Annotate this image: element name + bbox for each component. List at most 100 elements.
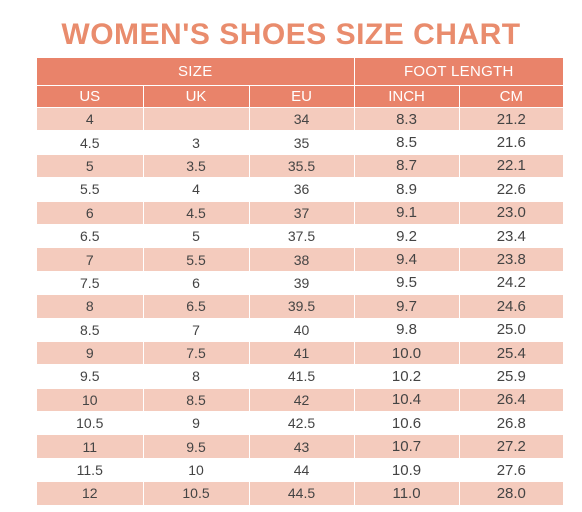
cell-inch: 9.4	[354, 247, 460, 272]
cell-us: 9	[37, 340, 144, 365]
column-header-eu: EU	[249, 85, 355, 108]
cell-cm: 21.2	[459, 106, 564, 131]
group-header-row: SIZE FOOT LENGTH	[37, 58, 564, 86]
cell-us: 8	[37, 294, 144, 319]
table-row: 11.5 10 44 10.9 27.6	[37, 457, 564, 482]
cell-us: 4	[37, 106, 144, 131]
cell-cm: 26.8	[459, 411, 564, 435]
cell-eu: 34	[249, 106, 355, 131]
cell-uk: 8.5	[143, 387, 250, 412]
cell-eu: 36	[249, 177, 355, 202]
table-row: 6 4.5 37 9.1 23.0	[37, 200, 564, 225]
column-header-inch: INCH	[354, 85, 460, 108]
table-row: 10 8.5 42 10.4 26.4	[37, 387, 564, 412]
cell-uk: 10.5	[143, 481, 250, 505]
cell-inch: 10.9	[354, 457, 460, 482]
cell-uk: 6	[143, 270, 250, 295]
cell-cm: 23.4	[459, 223, 564, 248]
cell-us: 4.5	[37, 130, 144, 155]
cell-eu: 39.5	[249, 294, 355, 319]
cell-uk: 5	[143, 223, 250, 248]
table-row: 5 3.5 35.5 8.7 22.1	[37, 153, 564, 178]
cell-us: 5	[37, 153, 144, 178]
cell-uk: 3	[143, 130, 250, 155]
cell-inch: 8.5	[354, 130, 460, 155]
cell-cm: 23.0	[459, 200, 564, 225]
cell-us: 6	[37, 200, 144, 225]
cell-inch: 11.0	[354, 481, 460, 505]
cell-eu: 39	[249, 270, 355, 295]
cell-inch: 10.0	[354, 340, 460, 365]
cell-uk: 4.5	[143, 200, 250, 225]
cell-cm: 26.4	[459, 387, 564, 412]
cell-us: 10	[37, 387, 144, 412]
cell-us: 9.5	[37, 364, 144, 389]
group-header-foot-length: FOOT LENGTH	[354, 58, 564, 86]
cell-us: 10.5	[37, 411, 144, 435]
cell-uk: 6.5	[143, 294, 250, 319]
cell-uk	[143, 106, 250, 131]
cell-cm: 27.2	[459, 434, 564, 459]
table-row: 8 6.5 39.5 9.7 24.6	[37, 294, 564, 319]
cell-inch: 10.2	[354, 364, 460, 389]
cell-inch: 8.7	[354, 153, 460, 178]
cell-eu: 44	[249, 457, 355, 482]
column-header-uk: UK	[143, 85, 250, 108]
size-chart-body: 4 34 8.3 21.2 4.5 3 35 8.5 21.6 5 3.5 35.5 8.7 22.1 5.…	[37, 106, 564, 505]
cell-uk: 9	[143, 411, 250, 435]
table-row: 8.5 7 40 9.8 25.0	[37, 317, 564, 342]
cell-cm: 22.6	[459, 177, 564, 202]
cell-cm: 24.2	[459, 270, 564, 295]
cell-uk: 10	[143, 457, 250, 482]
table-row: 7.5 6 39 9.5 24.2	[37, 270, 564, 295]
cell-eu: 37	[249, 200, 355, 225]
cell-eu: 41.5	[249, 364, 355, 389]
cell-uk: 5.5	[143, 247, 250, 272]
cell-uk: 4	[143, 177, 250, 202]
cell-us: 8.5	[37, 317, 144, 342]
cell-cm: 24.6	[459, 294, 564, 319]
group-header-size: SIZE	[37, 58, 355, 86]
page-title: WOMEN'S SHOES SIZE CHART	[61, 18, 521, 51]
cell-us: 7.5	[37, 270, 144, 295]
table-row: 10.5 9 42.5 10.6 26.8	[37, 411, 564, 435]
cell-us: 12	[37, 481, 144, 505]
table-row: 6.5 5 37.5 9.2 23.4	[37, 223, 564, 248]
cell-uk: 7	[143, 317, 250, 342]
table-row: 7 5.5 38 9.4 23.8	[37, 247, 564, 272]
cell-inch: 9.1	[354, 200, 460, 225]
cell-inch: 9.5	[354, 270, 460, 295]
table-row: 9 7.5 41 10.0 25.4	[37, 340, 564, 365]
cell-us: 11	[37, 434, 144, 459]
cell-eu: 44.5	[249, 481, 355, 505]
column-header-us: US	[37, 85, 144, 108]
table-row: 4.5 3 35 8.5 21.6	[37, 130, 564, 155]
cell-eu: 43	[249, 434, 355, 459]
cell-cm: 23.8	[459, 247, 564, 272]
cell-uk: 7.5	[143, 340, 250, 365]
column-header-row: US UK EU INCH CM	[37, 85, 564, 108]
cell-us: 5.5	[37, 177, 144, 202]
cell-inch: 10.7	[354, 434, 460, 459]
cell-cm: 25.4	[459, 340, 564, 365]
cell-cm: 25.0	[459, 317, 564, 342]
cell-uk: 9.5	[143, 434, 250, 459]
cell-us: 6.5	[37, 223, 144, 248]
cell-inch: 8.3	[354, 106, 460, 131]
cell-inch: 8.9	[354, 177, 460, 202]
cell-cm: 28.0	[459, 481, 564, 505]
column-header-cm: CM	[459, 85, 564, 108]
cell-cm: 21.6	[459, 130, 564, 155]
cell-eu: 37.5	[249, 223, 355, 248]
table-row: 12 10.5 44.5 11.0 28.0	[37, 481, 564, 505]
table-row: 4 34 8.3 21.2	[37, 106, 564, 131]
cell-uk: 3.5	[143, 153, 250, 178]
cell-inch: 9.2	[354, 223, 460, 248]
cell-inch: 9.8	[354, 317, 460, 342]
cell-eu: 40	[249, 317, 355, 342]
size-chart-table: SIZE FOOT LENGTH US UK EU INCH CM 4 34 8.3…	[37, 58, 564, 505]
cell-eu: 42.5	[249, 411, 355, 435]
cell-eu: 42	[249, 387, 355, 412]
cell-us: 11.5	[37, 457, 144, 482]
cell-eu: 35	[249, 130, 355, 155]
